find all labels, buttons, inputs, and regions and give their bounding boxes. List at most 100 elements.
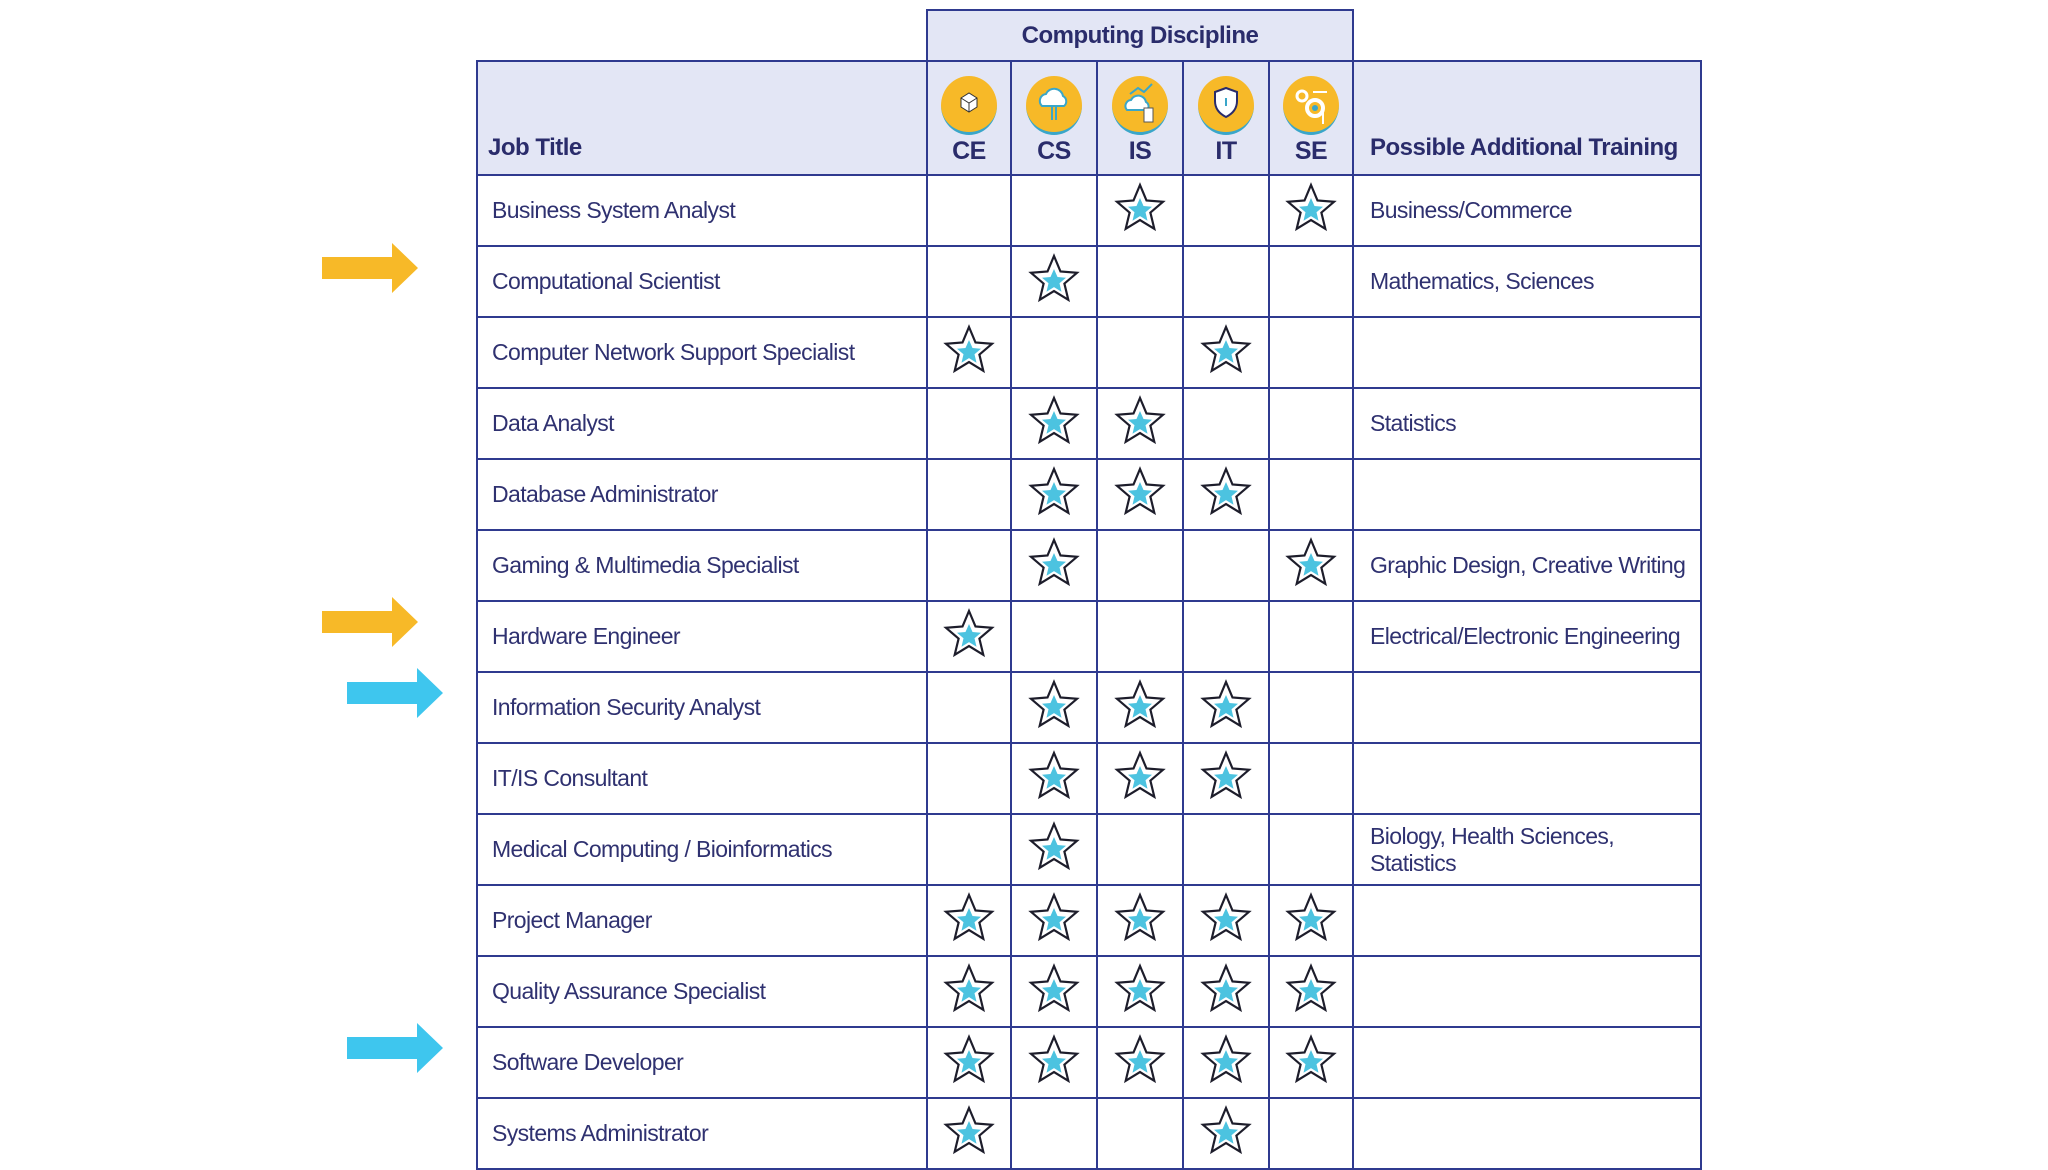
cell-is — [1096, 1097, 1184, 1170]
star-icon — [1113, 394, 1167, 453]
yellow-arrow-icon — [322, 242, 418, 293]
star-icon — [1113, 465, 1167, 524]
cell-is — [1096, 884, 1184, 957]
cell-se — [1268, 884, 1354, 957]
job-title: Quality Assurance Specialist — [476, 955, 928, 1028]
cell-it — [1182, 387, 1270, 460]
cell-is — [1096, 742, 1184, 815]
cell-it — [1182, 316, 1270, 389]
star-icon — [1027, 749, 1081, 808]
cell-ce — [926, 387, 1012, 460]
blue-arrow-icon — [347, 668, 443, 719]
star-icon — [1284, 891, 1338, 950]
cell-ce — [926, 529, 1012, 602]
star-icon — [1027, 1033, 1081, 1092]
star-icon — [942, 891, 996, 950]
computing-discipline-header: Computing Discipline — [926, 9, 1354, 61]
cell-is — [1096, 458, 1184, 531]
cloud-circuit-icon — [1026, 76, 1082, 135]
cell-ce — [926, 174, 1012, 247]
star-icon — [942, 962, 996, 1021]
yellow-arrow-icon — [322, 597, 418, 648]
discipline-code: IS — [1128, 137, 1152, 165]
discipline-code: CS — [1037, 137, 1071, 165]
discipline-code: IT — [1215, 137, 1237, 165]
table-row: Quality Assurance Specialist — [476, 955, 1702, 1028]
cell-it — [1182, 742, 1270, 815]
additional-training: Biology, Health Sciences, Statistics — [1352, 813, 1702, 886]
table-row: Medical Computing / Bioinformatics Biolog… — [476, 813, 1702, 886]
cell-se — [1268, 529, 1354, 602]
star-icon — [942, 607, 996, 666]
gears-icon — [1283, 76, 1339, 135]
star-icon — [942, 1033, 996, 1092]
additional-training — [1352, 671, 1702, 744]
cell-cs — [1010, 1097, 1098, 1170]
cloud-database-icon — [1112, 76, 1168, 135]
cell-se — [1268, 955, 1354, 1028]
cell-ce — [926, 955, 1012, 1028]
cell-cs — [1010, 387, 1098, 460]
cell-se — [1268, 316, 1354, 389]
job-title: Business System Analyst — [476, 174, 928, 247]
star-icon — [1113, 962, 1167, 1021]
job-title: Computer Network Support Specialist — [476, 316, 928, 389]
discipline-code: SE — [1294, 137, 1328, 165]
cell-is — [1096, 600, 1184, 673]
discipline-header-is: IS — [1096, 60, 1184, 176]
additional-training — [1352, 742, 1702, 815]
star-icon — [1113, 678, 1167, 737]
job-title: IT/IS Consultant — [476, 742, 928, 815]
job-title: Systems Administrator — [476, 1097, 928, 1170]
additional-training: Electrical/Electronic Engineering — [1352, 600, 1702, 673]
job-title: Information Security Analyst — [476, 671, 928, 744]
cell-it — [1182, 1097, 1270, 1170]
additional-training — [1352, 458, 1702, 531]
cell-cs — [1010, 600, 1098, 673]
cell-cs — [1010, 671, 1098, 744]
cell-se — [1268, 174, 1354, 247]
job-discipline-table: Job Title CE CS IS IT SE Possible Additional … — [476, 60, 1702, 1170]
table-row: Systems Administrator — [476, 1097, 1702, 1170]
star-icon — [1027, 962, 1081, 1021]
job-title: Data Analyst — [476, 387, 928, 460]
discipline-header-it: IT — [1182, 60, 1270, 176]
job-title: Database Administrator — [476, 458, 928, 531]
cell-cs — [1010, 813, 1098, 886]
star-icon — [1113, 749, 1167, 808]
additional-training — [1352, 1026, 1702, 1099]
star-icon — [1199, 1033, 1253, 1092]
star-icon — [942, 1104, 996, 1163]
cell-ce — [926, 458, 1012, 531]
star-icon — [1284, 1033, 1338, 1092]
star-icon — [1027, 678, 1081, 737]
job-title: Medical Computing / Bioinformatics — [476, 813, 928, 886]
blue-arrow-icon — [347, 1022, 443, 1073]
star-icon — [1284, 181, 1338, 240]
cell-ce — [926, 671, 1012, 744]
training-header: Possible Additional Training — [1352, 60, 1702, 176]
discipline-header-se: SE — [1268, 60, 1354, 176]
table-row: Information Security Analyst — [476, 671, 1702, 744]
cell-ce — [926, 600, 1012, 673]
table-row: Project Manager — [476, 884, 1702, 957]
header-row: Job Title CE CS IS IT SE Possible Additional … — [476, 60, 1702, 176]
star-icon — [1199, 465, 1253, 524]
cell-ce — [926, 245, 1012, 318]
cell-ce — [926, 884, 1012, 957]
star-icon — [1199, 891, 1253, 950]
star-icon — [1027, 536, 1081, 595]
cell-it — [1182, 813, 1270, 886]
cell-is — [1096, 245, 1184, 318]
cell-cs — [1010, 458, 1098, 531]
star-icon — [1284, 536, 1338, 595]
cell-is — [1096, 529, 1184, 602]
table-row: Hardware Engineer Electrical/Electronic E… — [476, 600, 1702, 673]
cell-cs — [1010, 316, 1098, 389]
cell-se — [1268, 1026, 1354, 1099]
additional-training — [1352, 1097, 1702, 1170]
cell-se — [1268, 387, 1354, 460]
cell-se — [1268, 245, 1354, 318]
cell-se — [1268, 742, 1354, 815]
cell-is — [1096, 174, 1184, 247]
